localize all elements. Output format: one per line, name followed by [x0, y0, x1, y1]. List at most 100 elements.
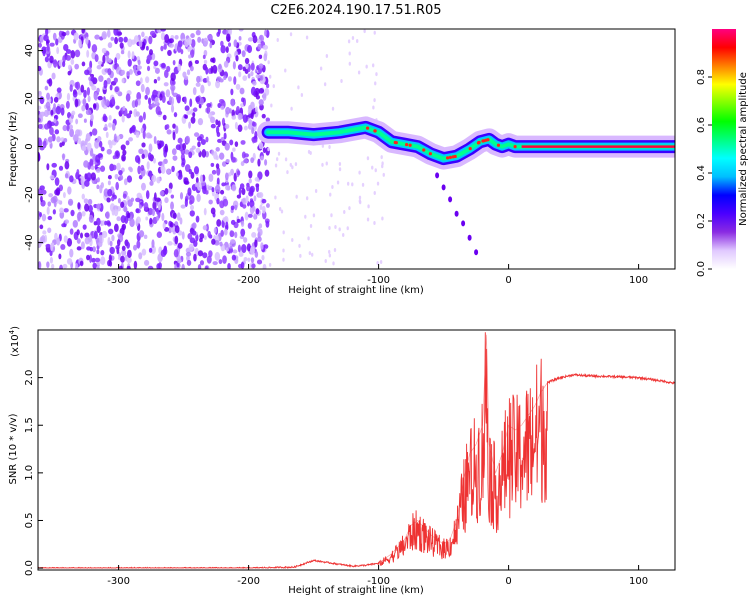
- noise-speckle: [38, 152, 41, 162]
- noise-speckle: [53, 96, 59, 103]
- noise-speckle: [235, 55, 239, 62]
- noise-speckle: [80, 241, 85, 250]
- noise-speckle: [186, 37, 193, 46]
- noise-speckle: [170, 104, 175, 113]
- faint-speckle: [338, 227, 341, 232]
- noise-speckle: [216, 177, 220, 185]
- noise-speckle: [83, 160, 89, 168]
- noise-speckle: [47, 136, 54, 143]
- noise-speckle: [140, 164, 145, 171]
- noise-speckle: [92, 262, 97, 269]
- noise-speckle: [174, 235, 179, 245]
- noise-speckle: [46, 163, 50, 171]
- noise-speckle: [179, 192, 184, 200]
- noise-speckle: [242, 197, 247, 205]
- faint-speckle: [278, 206, 282, 211]
- noise-speckle: [253, 213, 257, 220]
- noise-speckle: [140, 83, 145, 93]
- noise-speckle: [220, 229, 224, 237]
- noise-speckle: [149, 49, 153, 56]
- faint-speckle: [351, 36, 355, 41]
- faint-speckle: [346, 181, 350, 186]
- noise-speckle: [225, 247, 230, 252]
- noise-speckle: [51, 162, 57, 168]
- spectrogram-ylabel: Frequency (Hz): [8, 111, 19, 187]
- noise-speckle: [206, 103, 212, 108]
- noise-speckle: [63, 208, 69, 213]
- noise-speckle: [227, 185, 231, 191]
- noise-speckle: [72, 219, 78, 228]
- noise-speckle: [221, 161, 227, 167]
- noise-speckle: [136, 240, 141, 249]
- faint-speckle: [358, 195, 362, 200]
- noise-speckle: [174, 34, 179, 40]
- noise-speckle: [119, 174, 124, 181]
- noise-speckle: [243, 153, 249, 158]
- noise-speckle: [247, 73, 251, 79]
- noise-speckle: [38, 123, 43, 130]
- noise-speckle: [172, 80, 176, 85]
- noise-speckle: [70, 50, 76, 59]
- noise-speckle: [238, 71, 242, 78]
- noise-speckle: [126, 70, 130, 77]
- noise-speckle: [230, 98, 235, 107]
- tail-point: [448, 196, 453, 203]
- snr-ytick-label: 0.0: [24, 560, 35, 576]
- noise-speckle: [260, 75, 264, 81]
- noise-speckle: [120, 50, 125, 55]
- noise-speckle: [114, 223, 119, 233]
- noise-speckle: [102, 115, 108, 123]
- noise-speckle: [177, 242, 183, 249]
- noise-speckle: [97, 95, 103, 101]
- noise-speckle: [39, 224, 44, 230]
- faint-speckle: [381, 216, 384, 221]
- faint-speckle: [269, 74, 272, 79]
- noise-speckle: [245, 195, 249, 204]
- faint-speckle: [307, 236, 310, 241]
- noise-speckle: [76, 212, 83, 221]
- noise-speckle: [214, 184, 221, 193]
- noise-speckle: [196, 136, 203, 142]
- noise-speckle: [107, 57, 112, 64]
- noise-speckle: [170, 194, 175, 199]
- noise-speckle: [108, 114, 112, 121]
- noise-speckle: [210, 65, 214, 74]
- noise-speckle: [159, 190, 165, 197]
- noise-speckle: [153, 192, 157, 202]
- noise-speckle: [126, 113, 132, 119]
- noise-speckle: [91, 44, 98, 53]
- noise-speckle: [81, 29, 86, 34]
- noise-speckle: [63, 137, 68, 143]
- noise-speckle: [154, 96, 159, 105]
- ridge-peak: [404, 142, 409, 147]
- noise-speckle: [137, 59, 141, 66]
- noise-speckle: [101, 31, 107, 40]
- noise-speckle: [67, 198, 74, 206]
- faint-speckle: [324, 259, 327, 264]
- noise-speckle: [157, 143, 162, 150]
- noise-speckle: [220, 189, 225, 195]
- noise-speckle: [59, 207, 64, 214]
- noise-speckle: [84, 236, 90, 245]
- noise-speckle: [86, 142, 92, 152]
- snr-xtick-label: -200: [237, 576, 260, 587]
- noise-speckle: [103, 188, 109, 197]
- noise-speckle: [173, 112, 178, 118]
- noise-speckle: [94, 54, 99, 63]
- noise-speckle: [138, 39, 143, 48]
- noise-speckle: [96, 203, 102, 210]
- noise-speckle: [190, 204, 195, 211]
- noise-speckle: [42, 230, 47, 235]
- noise-speckle: [199, 97, 204, 106]
- noise-speckle: [169, 221, 174, 228]
- noise-speckle: [44, 85, 49, 91]
- noise-speckle: [48, 193, 54, 198]
- noise-speckle: [223, 75, 227, 81]
- spectrogram-xlabel: Height of straight line (km): [288, 285, 424, 296]
- noise-speckle: [165, 124, 170, 130]
- noise-speckle: [175, 94, 182, 102]
- noise-speckle: [47, 61, 52, 69]
- ridge-peak: [484, 138, 488, 142]
- noise-speckle: [156, 231, 162, 239]
- noise-speckle: [50, 242, 54, 252]
